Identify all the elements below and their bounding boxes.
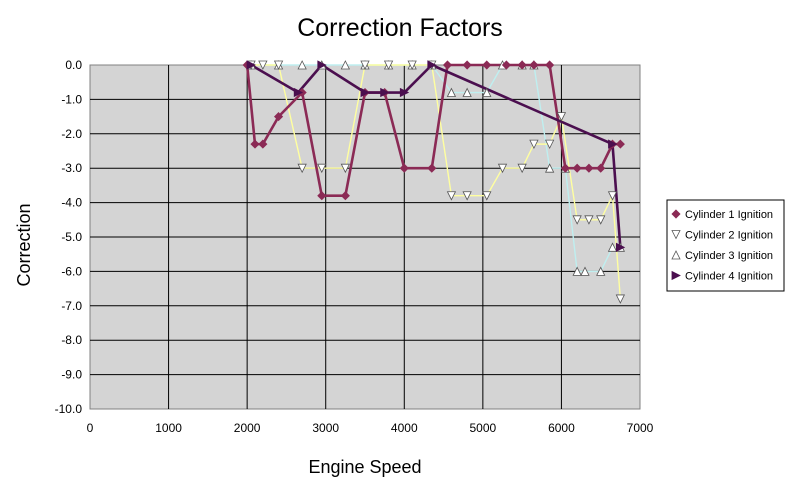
- data-point-cylinder-1: [517, 60, 527, 70]
- data-point-cylinder-1: [482, 60, 492, 70]
- legend-box: [666, 199, 785, 292]
- y-tick-label: -8.0: [61, 333, 82, 347]
- data-point-cylinder-3: [544, 163, 555, 173]
- data-point-cylinder-2: [383, 60, 394, 70]
- gridlines: [90, 65, 640, 409]
- data-point-cylinder-1: [317, 191, 327, 201]
- legend-label-cylinder-3: Cylinder 3 Ignition: [685, 250, 773, 262]
- legend: Cylinder 1 Ignition Cylinder 2 Ignition Cy…: [666, 199, 785, 292]
- x-tick-label: 5000: [470, 421, 497, 435]
- data-point-cylinder-1: [596, 163, 606, 173]
- data-point-cylinder-2: [529, 139, 539, 150]
- data-point-cylinder-1: [529, 60, 539, 70]
- data-point-cylinder-2: [517, 163, 527, 174]
- data-point-cylinder-2: [607, 191, 618, 201]
- data-point-cylinder-2: [462, 191, 472, 201]
- data-point-cylinder-1: [250, 139, 260, 149]
- data-point-cylinder-4: [399, 87, 410, 98]
- chart-title: Correction Factors: [297, 14, 503, 42]
- y-tick-label: 0.0: [65, 58, 82, 72]
- data-point-cylinder-1: [442, 60, 453, 70]
- data-point-cylinder-1: [462, 60, 472, 70]
- x-tick-label: 2000: [234, 421, 261, 435]
- x-tick-label: 3000: [312, 421, 339, 435]
- data-point-cylinder-1: [560, 163, 570, 173]
- data-point-cylinder-1: [615, 139, 625, 149]
- series-line-cylinder-3: [251, 64, 621, 273]
- data-point-cylinder-2: [407, 60, 417, 70]
- data-point-cylinder-2: [482, 191, 492, 201]
- y-tick-label: -6.0: [61, 264, 82, 278]
- data-point-cylinder-3: [580, 266, 590, 276]
- data-point-cylinder-3: [596, 266, 606, 276]
- data-point-cylinder-3: [462, 87, 472, 97]
- data-point-cylinder-3: [572, 266, 582, 276]
- legend-marker-cylinder-2: [671, 230, 681, 240]
- data-point-cylinder-2: [258, 60, 268, 70]
- data-point-cylinder-3: [607, 242, 618, 252]
- data-point-cylinder-4: [608, 139, 618, 149]
- y-tick-label: -5.0: [61, 230, 82, 244]
- data-point-cylinder-4: [360, 87, 370, 98]
- data-point-cylinder-1: [501, 60, 511, 70]
- x-axis-label: Engine Speed: [308, 457, 421, 477]
- series-markers: [242, 60, 626, 304]
- data-point-cylinder-2: [615, 294, 626, 304]
- data-point-cylinder-1: [274, 112, 284, 122]
- data-point-cylinder-2: [596, 215, 606, 225]
- data-point-cylinder-2: [297, 163, 307, 174]
- x-tick-label: 7000: [627, 421, 654, 435]
- data-point-cylinder-1: [545, 60, 555, 70]
- y-tick-label: -1.0: [61, 92, 82, 106]
- data-point-cylinder-4: [380, 87, 390, 98]
- data-point-cylinder-3: [482, 87, 492, 97]
- data-point-cylinder-2: [273, 60, 284, 70]
- data-point-cylinder-4: [246, 60, 256, 70]
- legend-label-cylinder-1: Cylinder 1 Ignition: [685, 209, 773, 221]
- x-tick-label: 6000: [548, 421, 575, 435]
- data-point-cylinder-3: [297, 60, 307, 70]
- data-point-cylinder-1: [584, 163, 594, 173]
- data-point-cylinder-2: [360, 60, 370, 70]
- data-point-cylinder-2: [572, 215, 582, 225]
- legend-marker-cylinder-4: [671, 270, 681, 281]
- legend-marker-cylinder-3: [671, 250, 681, 260]
- data-point-cylinder-2: [584, 215, 594, 225]
- data-point-cylinder-2: [446, 191, 457, 201]
- data-point-cylinder-2: [556, 112, 567, 122]
- y-tick-labels: 0.0 -1.0 -2.0 -3.0 -4.0 -5.0 -6.0 -7.0 -8.0 -9.0 -…: [55, 58, 83, 416]
- data-point-cylinder-4: [317, 60, 327, 70]
- x-tick-label: 1000: [155, 421, 182, 435]
- data-point-cylinder-1: [399, 163, 409, 173]
- x-tick-label: 0: [87, 421, 94, 435]
- y-tick-label: -4.0: [61, 196, 82, 210]
- data-point-cylinder-2: [544, 139, 555, 150]
- data-point-cylinder-4: [427, 60, 437, 70]
- data-point-cylinder-4: [293, 87, 304, 98]
- data-point-cylinder-2: [317, 163, 327, 174]
- data-point-cylinder-1: [427, 163, 437, 173]
- data-point-cylinder-1: [340, 191, 350, 201]
- y-tick-label: -10.0: [55, 402, 83, 416]
- data-point-cylinder-2: [340, 163, 351, 174]
- legend-label-cylinder-4: Cylinder 4 Ignition: [685, 271, 773, 283]
- data-point-cylinder-3: [340, 60, 351, 70]
- y-tick-label: -9.0: [61, 368, 82, 382]
- x-tick-label: 4000: [391, 421, 418, 435]
- data-point-cylinder-2: [497, 163, 508, 174]
- y-tick-label: -2.0: [61, 127, 82, 141]
- x-tick-labels: 0 1000 2000 3000 4000 5000 6000 7000: [87, 421, 654, 435]
- data-point-cylinder-3: [446, 87, 457, 97]
- data-point-cylinder-1: [572, 163, 582, 173]
- data-point-cylinder-1: [258, 139, 268, 149]
- legend-label-cylinder-2: Cylinder 2 Ignition: [685, 230, 773, 242]
- y-axis-label: Correction: [14, 203, 34, 286]
- data-point-cylinder-4: [615, 242, 626, 252]
- y-tick-label: -3.0: [61, 161, 82, 175]
- y-tick-label: -7.0: [61, 299, 82, 313]
- legend-marker-cylinder-1: [671, 209, 681, 219]
